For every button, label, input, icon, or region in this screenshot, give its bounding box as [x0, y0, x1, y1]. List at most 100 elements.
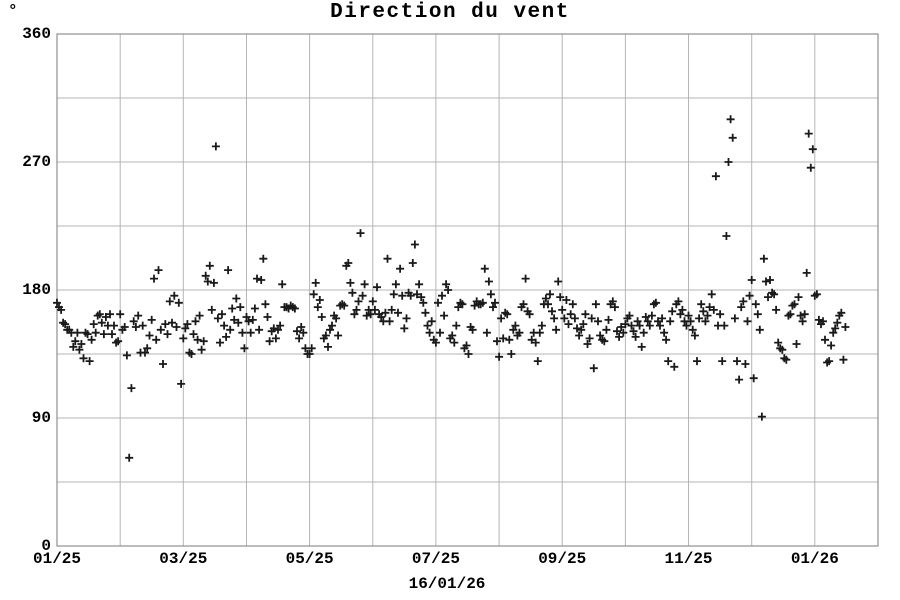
data-point [581, 310, 590, 319]
data-point [566, 310, 575, 319]
data-point [831, 324, 840, 333]
data-point [619, 328, 628, 337]
data-point [431, 338, 440, 347]
data-point [421, 308, 430, 317]
data-point [489, 303, 497, 312]
data-point [295, 334, 304, 343]
data-point [269, 324, 278, 333]
data-point [189, 330, 198, 339]
data-point [699, 307, 708, 316]
data-point [596, 331, 605, 340]
data-point [625, 311, 634, 320]
data-point [505, 335, 514, 344]
data-point [203, 277, 212, 286]
data-point [747, 276, 756, 284]
x-tick-label: 05/25 [285, 550, 334, 568]
data-point [394, 308, 402, 317]
data-point [75, 345, 84, 354]
data-point [662, 335, 671, 344]
data-point [396, 264, 405, 273]
data-point [705, 303, 714, 312]
data-point [833, 318, 842, 327]
data-point [697, 300, 706, 309]
data-point [131, 323, 140, 331]
data-point [344, 259, 353, 267]
data-point [749, 374, 758, 383]
data-point [108, 330, 116, 339]
data-point [156, 325, 165, 334]
data-point [570, 314, 579, 323]
data-point [454, 303, 463, 312]
data-point [197, 345, 206, 354]
data-point [825, 357, 834, 366]
y-tick-label: 270 [22, 153, 51, 171]
data-point [491, 298, 499, 307]
data-point [482, 328, 491, 337]
data-point [366, 310, 375, 319]
data-point [604, 315, 613, 324]
data-point [802, 268, 811, 277]
data-point [220, 321, 229, 330]
data-point [762, 277, 770, 286]
data-point [766, 276, 774, 284]
data-point [274, 325, 282, 334]
data-point [199, 337, 208, 346]
data-point [234, 318, 243, 327]
data-point [827, 341, 836, 350]
data-point [61, 320, 70, 329]
data-point [238, 328, 247, 337]
data-point [313, 303, 322, 312]
data-point [751, 300, 760, 309]
data-point [328, 321, 336, 330]
data-point [707, 290, 716, 299]
data-point [718, 357, 727, 366]
chart-title: Direction du vent [330, 1, 570, 24]
data-point [106, 310, 114, 319]
data-point [772, 305, 781, 314]
data-point [218, 310, 226, 319]
data-point [656, 321, 664, 330]
data-point [564, 320, 573, 329]
x-axis-date-label: 16/01/26 [408, 575, 486, 593]
data-point [213, 314, 222, 323]
data-point [728, 133, 737, 142]
data-point [332, 314, 341, 323]
data-point [486, 290, 495, 299]
data-point [670, 362, 679, 371]
data-point [83, 330, 92, 339]
data-point [228, 304, 237, 313]
data-point [755, 325, 764, 334]
data-point [99, 330, 108, 339]
data-point [739, 297, 748, 306]
data-point [311, 278, 320, 287]
data-point [812, 290, 821, 299]
data-point [484, 277, 493, 286]
data-point [317, 313, 326, 321]
data-point [248, 315, 257, 324]
data-point [722, 232, 731, 240]
data-point [77, 340, 86, 348]
data-point [165, 297, 174, 306]
data-point [159, 360, 167, 368]
data-point [462, 341, 471, 350]
data-point [839, 355, 848, 364]
data-point [425, 328, 434, 337]
data-point [276, 321, 285, 330]
data-point [587, 314, 596, 323]
data-point [110, 321, 118, 330]
data-point [786, 310, 795, 319]
data-point [798, 317, 807, 326]
data-point [154, 266, 163, 275]
data-point [205, 261, 214, 270]
data-point [647, 311, 656, 320]
data-point [458, 300, 467, 309]
data-point [688, 325, 697, 334]
data-point [544, 300, 552, 309]
data-point [309, 290, 318, 299]
data-point [794, 293, 803, 302]
data-point [573, 324, 581, 333]
data-point [127, 384, 136, 393]
data-point [334, 331, 343, 340]
data-point [402, 314, 411, 323]
data-point [419, 298, 428, 307]
